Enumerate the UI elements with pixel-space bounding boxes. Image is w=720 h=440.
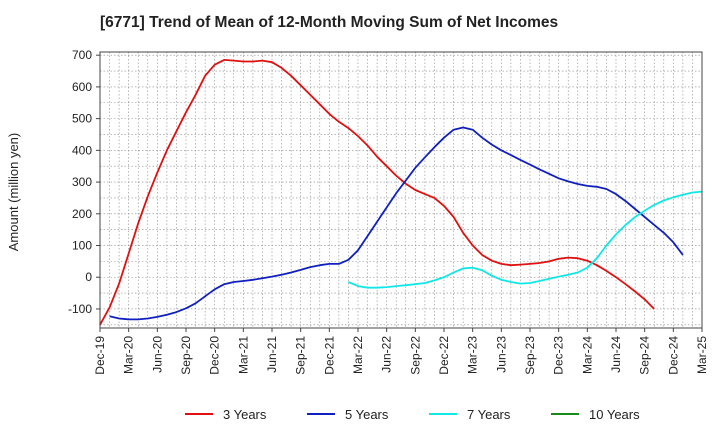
x-tick-label: Jun-21 xyxy=(265,336,279,373)
x-tick-label: Sep-21 xyxy=(294,336,308,375)
legend-item: 5 Years xyxy=(307,407,389,422)
x-tick-label: Sep-20 xyxy=(179,336,193,375)
y-tick-label: 100 xyxy=(72,239,92,253)
y-axis-title: Amount (million yen) xyxy=(6,133,21,252)
x-tick-label: Mar-21 xyxy=(236,336,250,374)
legend-item: 7 Years xyxy=(429,407,511,422)
x-tick-label: Sep-23 xyxy=(523,336,537,375)
legend-label: 5 Years xyxy=(345,407,389,422)
legend: 3 Years 5 Years 7 Years 10 Years xyxy=(185,407,640,422)
y-tick-label: 500 xyxy=(72,112,92,126)
x-tick-label: Jun-22 xyxy=(380,336,394,373)
series-line-5-years xyxy=(109,126,684,321)
x-tick-label: Dec-20 xyxy=(208,336,222,375)
chart-title: [6771] Trend of Mean of 12-Month Moving … xyxy=(100,14,559,31)
series-line-7-years xyxy=(348,190,703,289)
x-tick-label: Dec-21 xyxy=(322,336,336,375)
y-tick-label: 300 xyxy=(72,175,92,189)
y-tick-label: 200 xyxy=(72,207,92,221)
y-tick-label: 700 xyxy=(72,48,92,62)
x-tick-label: Sep-24 xyxy=(638,336,652,375)
legend-label: 3 Years xyxy=(223,407,267,422)
legend-label: 7 Years xyxy=(467,407,511,422)
series-line-3-years xyxy=(99,59,655,326)
x-tick-label: Mar-23 xyxy=(466,336,480,374)
x-tick-label: Mar-25 xyxy=(695,336,709,374)
y-tick-label: 0 xyxy=(85,270,92,284)
grid xyxy=(100,52,702,328)
legend-item: 3 Years xyxy=(185,407,267,422)
x-tick-label: Dec-24 xyxy=(666,336,680,375)
x-tick-label: Jun-24 xyxy=(609,336,623,373)
axis-ticks: -100 0 100 200 300 400 500 600 700 Dec-19 Mar-20 Ju… xyxy=(68,48,709,375)
x-tick-label: Mar-22 xyxy=(351,336,365,374)
x-tick-label: Mar-24 xyxy=(580,336,594,374)
x-tick-label: Jun-20 xyxy=(150,336,164,373)
x-tick-label: Dec-19 xyxy=(93,336,107,375)
plot-area xyxy=(99,51,703,329)
x-tick-label: Dec-23 xyxy=(552,336,566,375)
series-lines xyxy=(99,59,703,326)
y-tick-label: -100 xyxy=(68,302,92,316)
legend-item: 10 Years xyxy=(551,407,640,422)
x-tick-label: Jun-23 xyxy=(494,336,508,373)
x-tick-label: Sep-22 xyxy=(408,336,422,375)
x-tick-label: Dec-22 xyxy=(437,336,451,375)
y-tick-label: 400 xyxy=(72,143,92,157)
legend-label: 10 Years xyxy=(589,407,640,422)
x-tick-label: Mar-20 xyxy=(122,336,136,374)
y-tick-label: 600 xyxy=(72,80,92,94)
